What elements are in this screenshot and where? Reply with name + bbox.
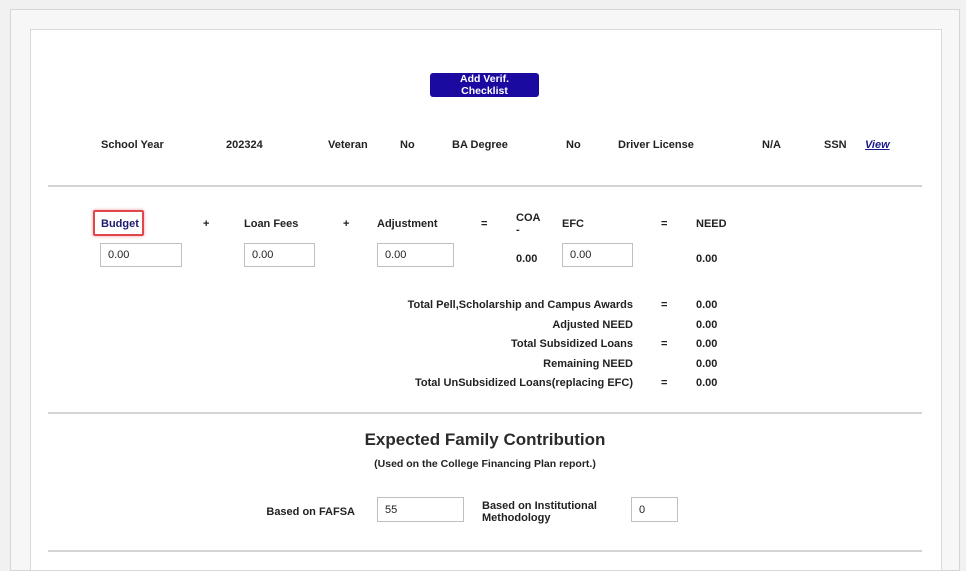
plus-sign: + (343, 218, 350, 230)
totals-value: 0.00 (696, 319, 718, 331)
totals-label: Total Subsidized Loans (510, 338, 633, 350)
need-label: NEED (696, 218, 727, 230)
efc-section-title: Expected Family Contribution (364, 430, 606, 449)
loan-fees-input[interactable] (244, 243, 315, 267)
coa-label: COA (516, 212, 541, 224)
add-verif-checklist-button[interactable]: Add Verif. Checklist (430, 73, 539, 97)
veteran-label: Veteran (328, 139, 368, 151)
need-value: 0.00 (696, 253, 718, 265)
page-corner-icon (946, 0, 960, 4)
adjustment-input[interactable] (377, 243, 454, 267)
ssn-label: SSN (824, 139, 847, 151)
school-year-value: 202324 (226, 139, 263, 151)
totals-op: = (661, 338, 668, 350)
divider (48, 412, 922, 414)
totals-value: 0.00 (696, 358, 718, 370)
equals-sign: = (661, 218, 668, 230)
totals-op: = (661, 377, 668, 389)
equals-sign: = (481, 218, 488, 230)
totals-label: Adjusted NEED (552, 319, 633, 331)
driver-license-value: N/A (762, 139, 781, 151)
im-efc-input[interactable] (631, 497, 678, 522)
coa-value: 0.00 (516, 253, 538, 265)
plus-sign: + (203, 218, 210, 230)
driver-license-label: Driver License (618, 139, 694, 151)
im-label-line1: Based on Institutional (482, 500, 597, 512)
efc-input[interactable] (562, 243, 633, 267)
fafsa-label: Based on FAFSA (266, 506, 355, 518)
totals-value: 0.00 (696, 377, 718, 389)
im-label-line2: Methodology (482, 512, 551, 524)
ba-degree-value: No (566, 139, 581, 151)
divider (48, 550, 922, 552)
budget-label[interactable]: Budget (101, 218, 139, 230)
ssn-view-link[interactable]: View (865, 139, 890, 151)
coa-dash: - (516, 224, 520, 236)
totals-label: Total UnSubsidized Loans(replacing EFC) (415, 377, 633, 389)
adjustment-label: Adjustment (377, 218, 438, 230)
budget-highlight (93, 210, 144, 236)
totals-value: 0.00 (696, 338, 718, 350)
fafsa-efc-input[interactable] (377, 497, 464, 522)
ba-degree-label: BA Degree (452, 139, 508, 151)
divider (48, 185, 922, 187)
veteran-value: No (400, 139, 415, 151)
efc-section-subtitle: (Used on the College Financing Plan repo… (374, 458, 596, 470)
school-year-label: School Year (101, 139, 164, 151)
totals-op: = (661, 299, 668, 311)
totals-label: Total Pell,Scholarship and Campus Awards (407, 299, 633, 311)
efc-label: EFC (562, 218, 584, 230)
loan-fees-label: Loan Fees (244, 218, 299, 230)
totals-label: Remaining NEED (543, 358, 633, 370)
totals-value: 0.00 (696, 299, 718, 311)
main-panel (30, 29, 942, 571)
budget-input[interactable] (100, 243, 182, 267)
